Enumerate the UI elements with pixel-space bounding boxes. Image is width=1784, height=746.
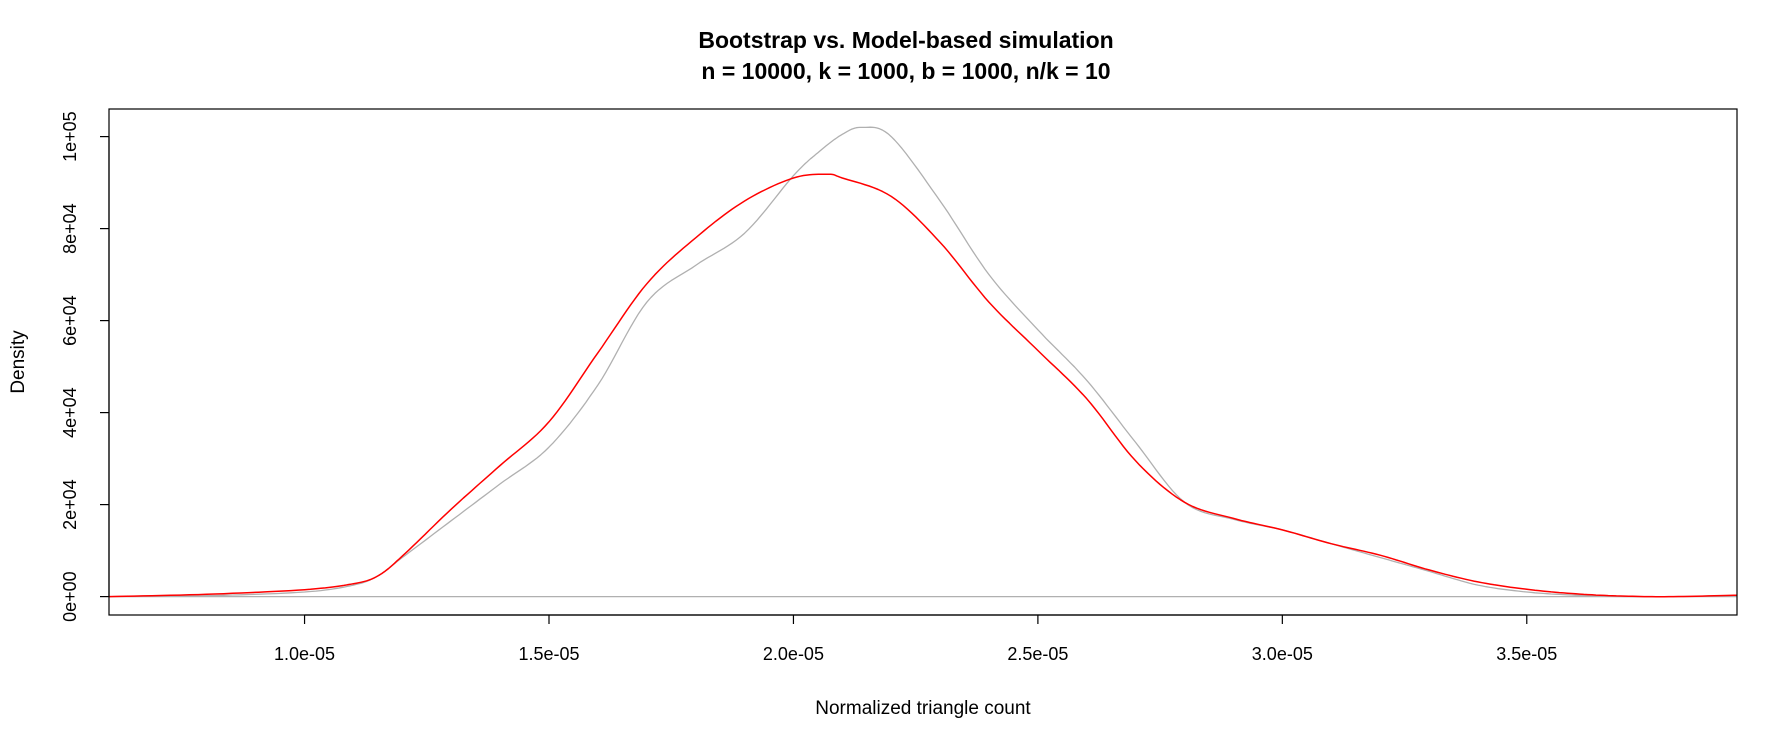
y-tick-label: 4e+04 <box>60 387 80 438</box>
x-axis-label: Normalized triangle count <box>815 698 1031 719</box>
y-axis: 0e+00 2e+04 4e+04 6e+04 8e+04 1e+05 <box>60 111 110 622</box>
chart-title: Bootstrap vs. Model-based simulation <box>698 27 1113 53</box>
x-tick-label: 1.5e-05 <box>518 644 579 664</box>
y-tick-label: 2e+04 <box>60 479 80 530</box>
x-tick-label: 1.0e-05 <box>274 644 335 664</box>
chart-subtitle: n = 10000, k = 1000, b = 1000, n/k = 10 <box>701 58 1110 84</box>
plot-frame <box>108 108 1738 616</box>
x-tick-label: 3.5e-05 <box>1496 644 1557 664</box>
x-axis: 1.0e-05 1.5e-05 2.0e-05 2.5e-05 3.0e-05 … <box>274 614 1557 664</box>
bootstrap-density-line <box>109 126 1738 598</box>
y-tick-label: 1e+05 <box>60 111 80 162</box>
y-axis-label: Density <box>8 330 29 394</box>
y-tick-label: 0e+00 <box>60 571 80 622</box>
x-tick-label: 2.5e-05 <box>1007 644 1068 664</box>
y-tick-label: 8e+04 <box>60 203 80 254</box>
x-tick-label: 3.0e-05 <box>1252 644 1313 664</box>
x-tick-label: 2.0e-05 <box>763 644 824 664</box>
model-based-density-line <box>108 173 1738 598</box>
y-tick-label: 6e+04 <box>60 295 80 346</box>
